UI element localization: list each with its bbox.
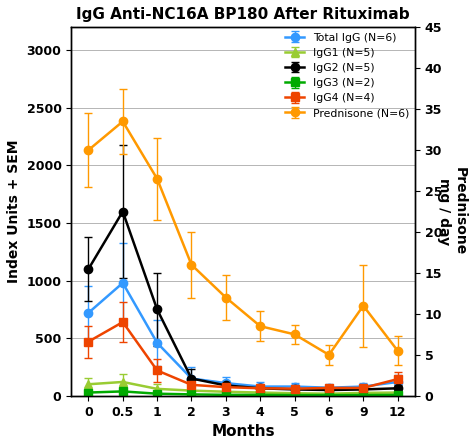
Y-axis label: Index Units + SEM: Index Units + SEM [7, 140, 21, 283]
Title: IgG Anti-NC16A BP180 After Rituximab: IgG Anti-NC16A BP180 After Rituximab [76, 7, 410, 22]
Legend: Total IgG (N=6), IgG1 (N=5), IgG2 (N=5), IgG3 (N=2), IgG4 (N=4), Prednisone (N=6: Total IgG (N=6), IgG1 (N=5), IgG2 (N=5),… [283, 30, 411, 120]
Y-axis label: Prednisone
mg / day: Prednisone mg / day [437, 167, 467, 256]
X-axis label: Months: Months [211, 424, 275, 439]
